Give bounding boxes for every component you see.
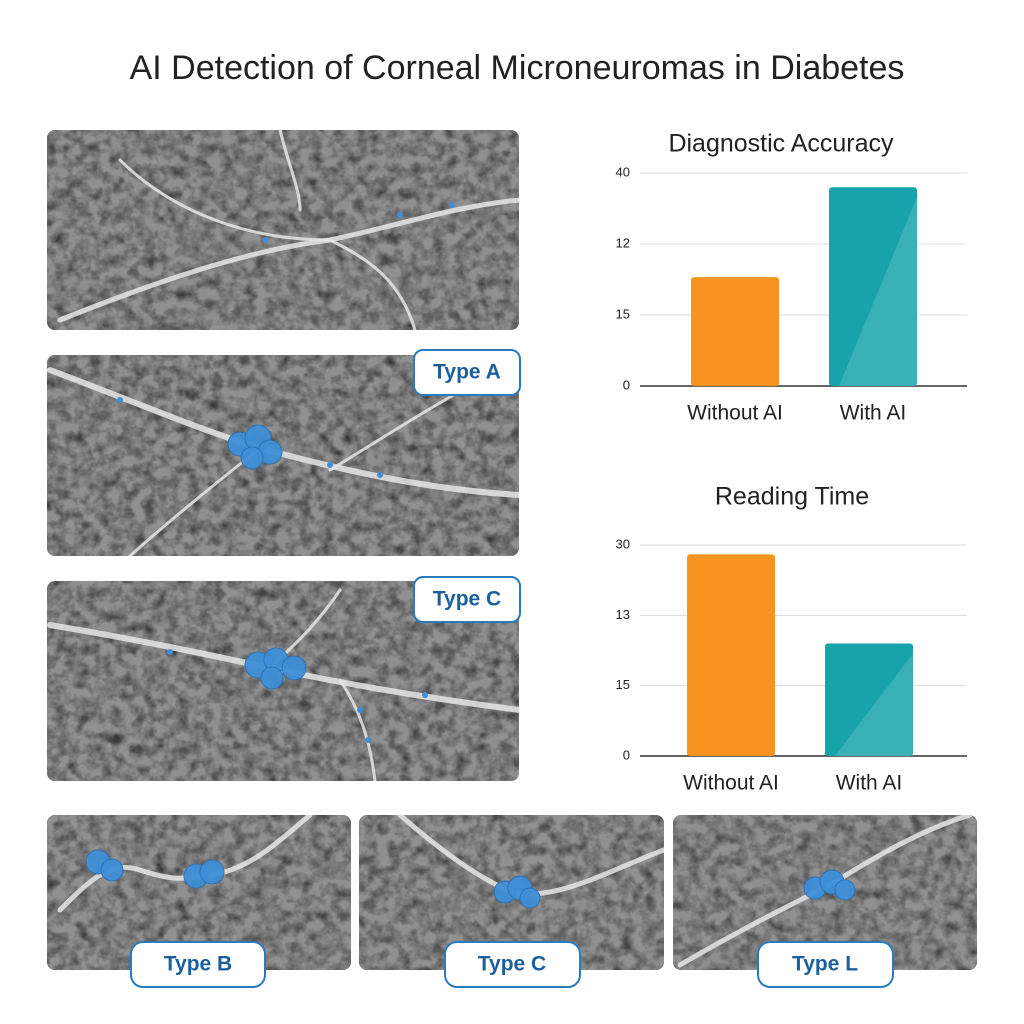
bar xyxy=(687,554,775,756)
label-box xyxy=(444,941,581,988)
micrograph xyxy=(47,815,351,970)
image-label: Type C xyxy=(433,588,501,611)
image-label: Type C xyxy=(478,953,546,976)
image-label: Type L xyxy=(792,953,858,976)
page-title: AI Detection of Corneal Microneuromas in… xyxy=(130,49,905,87)
bar xyxy=(825,643,913,756)
x-tick-label: Without AI xyxy=(687,402,783,425)
y-tick-label: 0 xyxy=(623,747,630,762)
label-box xyxy=(130,941,266,988)
image-label: Type A xyxy=(433,361,501,384)
micrograph xyxy=(47,130,519,330)
y-tick-label: 12 xyxy=(616,235,630,250)
label-box xyxy=(413,576,521,623)
bar xyxy=(829,187,917,386)
chart-title: Diagnostic Accuracy xyxy=(668,130,894,158)
image-label: Type B xyxy=(164,953,232,976)
x-tick-label: Without AI xyxy=(683,772,779,795)
label-box xyxy=(757,941,894,988)
bar xyxy=(691,277,779,386)
y-tick-label: 15 xyxy=(616,677,630,692)
y-tick-label: 30 xyxy=(616,536,630,551)
x-tick-label: With AI xyxy=(840,402,907,425)
x-tick-label: With AI xyxy=(836,772,903,795)
bar-highlight xyxy=(835,653,913,756)
label-box xyxy=(413,349,521,396)
y-tick-label: 0 xyxy=(623,377,630,392)
bar-highlight xyxy=(839,197,917,386)
y-tick-label: 15 xyxy=(616,306,630,321)
micrograph xyxy=(673,815,977,970)
y-tick-label: 13 xyxy=(616,607,630,622)
chart-title: Reading Time xyxy=(715,483,869,511)
y-tick-label: 40 xyxy=(616,164,630,179)
